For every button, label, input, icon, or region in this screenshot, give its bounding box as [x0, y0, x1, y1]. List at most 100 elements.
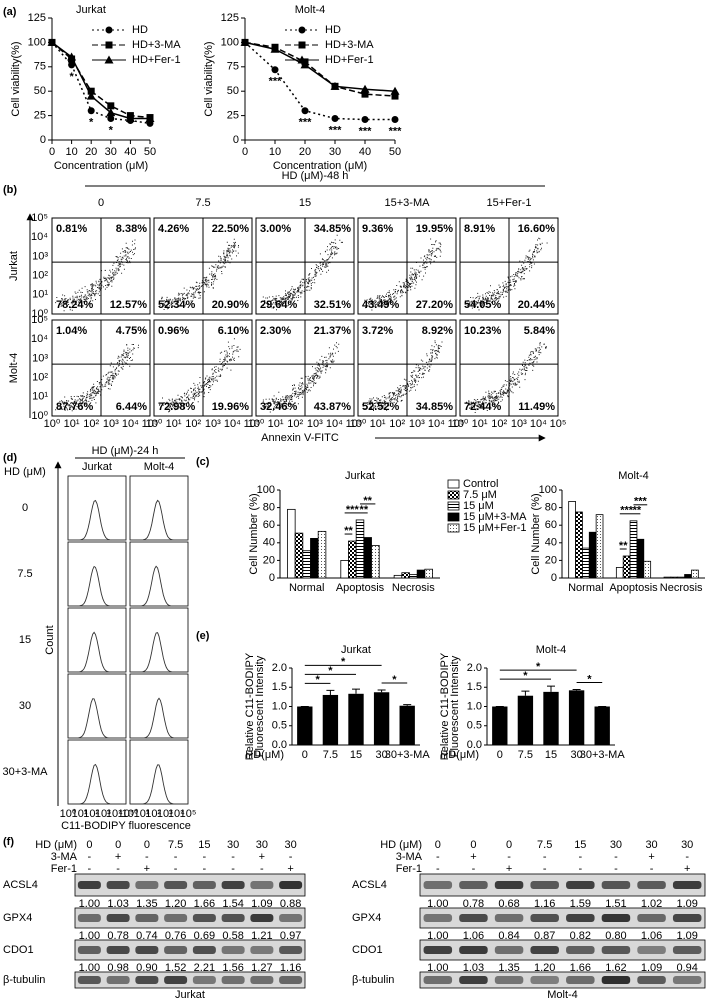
axis-tick-label: 10⁰	[248, 418, 265, 430]
band	[135, 881, 159, 889]
bar	[691, 569, 699, 579]
condition-value: -	[507, 851, 511, 863]
histogram-peak	[130, 764, 188, 805]
y-tick-label: 0.5	[272, 720, 287, 732]
significance: ***	[389, 125, 403, 137]
y-tick-label: 75	[227, 61, 239, 73]
condition-value: +	[506, 863, 512, 875]
quantification: 1.27	[251, 962, 272, 974]
protein-label: CDO1	[352, 944, 383, 956]
axis-tick-label: 10³	[157, 808, 173, 820]
quadrant-percent: 20.44%	[518, 299, 556, 311]
axis-tick-label: 10²	[185, 418, 201, 430]
bar	[302, 550, 311, 579]
column-label: Molt-4	[144, 461, 175, 473]
quadrant-percent: 52.34%	[158, 299, 196, 311]
bar	[568, 501, 576, 579]
axis-tick-label: 10¹	[32, 289, 48, 301]
band	[566, 914, 595, 922]
marker	[105, 41, 113, 49]
cell-label: Molt-4	[547, 989, 578, 1000]
quantification: 0.88	[280, 898, 301, 910]
marker	[47, 37, 57, 46]
x-tick-label: Necrosis	[392, 582, 435, 594]
blot	[419, 907, 706, 929]
quantification: 1.16	[280, 962, 301, 974]
significance: **	[633, 505, 642, 517]
bar	[543, 691, 559, 745]
significance: ***	[620, 505, 634, 517]
quadrant-percent: 4.75%	[116, 325, 147, 337]
condition-value: -	[289, 851, 293, 863]
blot	[419, 971, 706, 989]
header: HD (μM)-24 h	[92, 445, 159, 457]
quantification: 1.20	[165, 898, 186, 910]
condition-value: -	[203, 863, 207, 875]
quadrant-percent: 72.98%	[158, 401, 196, 413]
y-axis-label: Relative C11-BODIPY	[244, 652, 256, 760]
quantification: 1.00	[427, 898, 448, 910]
bar	[677, 576, 685, 579]
band	[77, 914, 101, 922]
axis-tick-label: 10⁵	[31, 212, 48, 224]
y-tick-label: 60	[545, 519, 557, 531]
quantification: 0.76	[165, 930, 186, 942]
row-title: HD (μM)	[4, 466, 46, 478]
header: HD (μM)-48 h	[282, 170, 349, 182]
bar	[409, 574, 418, 579]
quadrant-percent: 2.30%	[260, 325, 291, 337]
quantification: 0.78	[463, 898, 484, 910]
quantification: 1.21	[251, 930, 272, 942]
protein-label: GPX4	[352, 912, 381, 924]
axis-tick-label: 10⁵	[118, 808, 135, 820]
band	[192, 946, 216, 954]
axis-tick-label: 10⁰	[452, 418, 469, 430]
axis-tick-label: 10¹	[268, 418, 284, 430]
x-tick-label: 0	[242, 146, 248, 158]
histogram-peak	[68, 698, 126, 739]
quantification: 0.68	[498, 898, 519, 910]
condition-value: 7.5	[168, 839, 183, 851]
significance: *	[523, 670, 528, 682]
quadrant-percent: 32.46%	[260, 401, 298, 413]
condition-value: -	[685, 851, 689, 863]
axis-tick-label: 10³	[32, 250, 48, 262]
axis-tick-label: 10⁴	[31, 333, 48, 345]
x-tick-label: Necrosis	[660, 582, 703, 594]
band	[530, 881, 559, 889]
bar	[287, 508, 296, 579]
significance: ***	[359, 125, 373, 137]
band	[423, 914, 453, 922]
histogram-peak	[68, 631, 126, 673]
significance: ***	[329, 124, 343, 136]
marker	[301, 107, 309, 115]
marker	[361, 90, 369, 98]
band	[221, 976, 245, 984]
x-tick-label: 50	[144, 146, 156, 158]
quadrant-percent: 21.37%	[314, 325, 352, 337]
quadrant-percent: 3.72%	[362, 325, 393, 337]
axis-tick-label: 10⁴	[106, 808, 123, 820]
quantification: 1.00	[427, 930, 448, 942]
bar	[401, 572, 410, 579]
condition-value: -	[231, 851, 235, 863]
band	[250, 976, 274, 984]
x-tick-label: 0	[49, 146, 55, 158]
marker	[270, 44, 280, 53]
condition-value: -	[88, 863, 92, 875]
x-tick-label: 7.5	[518, 749, 533, 761]
condition-value: -	[614, 851, 618, 863]
bar	[424, 568, 433, 579]
quantification: 0.98	[107, 962, 128, 974]
marker	[360, 84, 370, 93]
band	[566, 946, 595, 954]
scatter-dots	[262, 342, 340, 413]
quadrant-percent: 43.87%	[314, 401, 352, 413]
panel-label: (b)	[3, 184, 17, 196]
protein-label: CDO1	[3, 944, 34, 956]
condition-value: 30	[645, 839, 657, 851]
quadrant-percent: 10.23%	[464, 325, 502, 337]
x-tick-label: 30+3-MA	[580, 749, 626, 761]
bar	[517, 695, 534, 745]
band	[637, 914, 666, 922]
